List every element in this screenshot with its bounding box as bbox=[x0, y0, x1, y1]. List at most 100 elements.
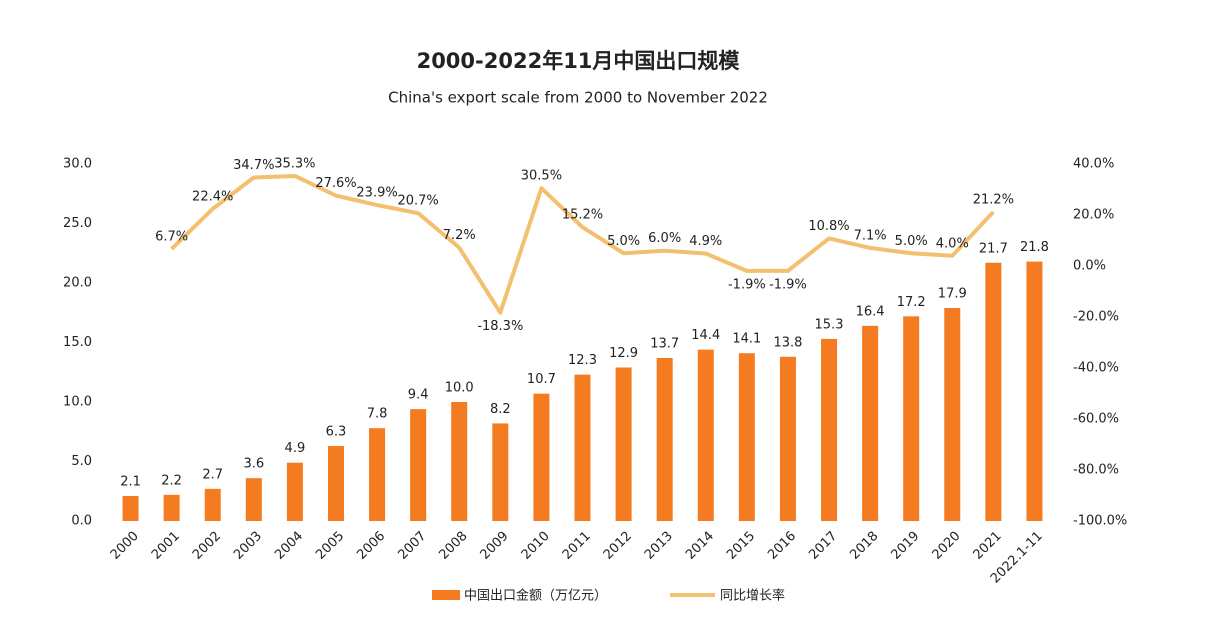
y2-tick-label: 0.0% bbox=[1073, 259, 1106, 274]
line-value-label: 35.3% bbox=[274, 156, 315, 171]
chart-subtitle: China's export scale from 2000 to Novemb… bbox=[388, 89, 768, 107]
bar bbox=[204, 488, 221, 521]
line-value-label: -1.9% bbox=[769, 277, 807, 292]
bar bbox=[286, 462, 303, 521]
line-value-label: 10.8% bbox=[808, 219, 849, 234]
y2-tick-label: -40.0% bbox=[1073, 361, 1119, 376]
bar-value-label: 6.3 bbox=[326, 425, 347, 440]
bar-value-label: 12.9 bbox=[609, 346, 638, 361]
bar-value-label: 8.2 bbox=[490, 402, 511, 417]
line-value-label: 6.0% bbox=[648, 231, 681, 246]
bar-value-label: 15.3 bbox=[815, 317, 844, 332]
legend-swatch bbox=[432, 590, 460, 600]
y2-tick-label: 40.0% bbox=[1073, 157, 1114, 172]
x-tick-label: 2019 bbox=[888, 529, 922, 563]
x-tick-label: 2003 bbox=[231, 529, 265, 563]
bar bbox=[369, 428, 386, 521]
bar bbox=[574, 374, 591, 521]
y2-tick-label: -100.0% bbox=[1073, 514, 1127, 529]
bar-value-label: 14.4 bbox=[691, 328, 720, 343]
line-value-label: 21.2% bbox=[973, 192, 1014, 207]
bar bbox=[533, 393, 550, 521]
legend-label: 中国出口金额（万亿元） bbox=[464, 588, 607, 604]
x-tick-label: 2014 bbox=[683, 529, 717, 563]
bar-value-label: 13.8 bbox=[773, 335, 802, 350]
line-value-label: 27.6% bbox=[315, 176, 356, 191]
bar-value-label: 17.2 bbox=[897, 295, 926, 310]
bar bbox=[862, 325, 879, 521]
x-tick-label: 2009 bbox=[478, 529, 512, 563]
bar bbox=[1026, 261, 1043, 521]
line-value-label: 6.7% bbox=[155, 229, 188, 244]
x-tick-label: 2007 bbox=[395, 529, 429, 563]
bar-value-label: 2.1 bbox=[120, 475, 141, 490]
x-tick-label: 2016 bbox=[765, 529, 799, 563]
x-tick-label: 2008 bbox=[437, 529, 471, 563]
bar-value-label: 3.6 bbox=[243, 457, 264, 472]
x-tick-label: 2012 bbox=[601, 529, 635, 563]
bar-value-label: 14.1 bbox=[732, 332, 761, 347]
bar-value-label: 21.7 bbox=[979, 241, 1008, 256]
x-tick-label: 2004 bbox=[272, 529, 306, 563]
line-value-label: -1.9% bbox=[728, 277, 766, 292]
y2-tick-label: -60.0% bbox=[1073, 412, 1119, 427]
x-tick-label: 2021 bbox=[971, 529, 1005, 563]
line-value-label: 4.9% bbox=[689, 234, 722, 249]
y-tick-label: 15.0 bbox=[63, 335, 92, 350]
line-value-label: 22.4% bbox=[192, 189, 233, 204]
bar-value-label: 10.0 bbox=[445, 381, 474, 396]
bar-value-label: 13.7 bbox=[650, 336, 679, 351]
bar bbox=[410, 409, 427, 521]
y2-tick-label: 20.0% bbox=[1073, 208, 1114, 223]
x-tick-label: 2001 bbox=[149, 529, 183, 563]
bar-value-label: 10.7 bbox=[527, 372, 556, 387]
line-value-label: -18.3% bbox=[477, 319, 523, 334]
y-tick-label: 10.0 bbox=[63, 395, 92, 410]
bar bbox=[122, 496, 139, 521]
bar bbox=[944, 307, 961, 521]
y-tick-label: 20.0 bbox=[63, 276, 92, 291]
bar bbox=[903, 316, 920, 521]
bar-value-label: 16.4 bbox=[856, 304, 885, 319]
x-tick-label: 2015 bbox=[724, 529, 758, 563]
y-tick-label: 25.0 bbox=[63, 216, 92, 231]
bar bbox=[738, 353, 755, 521]
bar bbox=[451, 402, 468, 521]
line-value-label: 7.2% bbox=[443, 228, 476, 243]
bar bbox=[985, 262, 1002, 521]
bar bbox=[492, 423, 509, 521]
x-tick-label: 2018 bbox=[847, 529, 881, 563]
line-value-label: 15.2% bbox=[562, 208, 603, 223]
bar bbox=[327, 446, 344, 521]
bar bbox=[615, 367, 632, 521]
line-value-label: 4.0% bbox=[936, 236, 969, 251]
bar-value-label: 4.9 bbox=[285, 441, 306, 456]
x-tick-label: 2010 bbox=[519, 529, 553, 563]
bar-value-label: 12.3 bbox=[568, 353, 597, 368]
x-tick-label: 2011 bbox=[560, 529, 594, 563]
bar bbox=[779, 356, 796, 521]
bar bbox=[821, 338, 838, 521]
x-tick-label: 2005 bbox=[313, 529, 347, 563]
line-value-label: 34.7% bbox=[233, 158, 274, 173]
x-tick-label: 2000 bbox=[108, 529, 142, 563]
line-value-label: 7.1% bbox=[854, 228, 887, 243]
bar bbox=[656, 357, 673, 521]
bar bbox=[163, 494, 180, 521]
line-value-label: 23.9% bbox=[356, 186, 397, 201]
chart-title: 2000-2022年11月中国出口规模 bbox=[417, 49, 741, 73]
line-value-label: 30.5% bbox=[521, 169, 562, 184]
x-tick-label: 2017 bbox=[806, 529, 840, 563]
bar bbox=[245, 478, 262, 521]
bar-value-label: 17.9 bbox=[938, 286, 967, 301]
y-tick-label: 0.0 bbox=[71, 514, 92, 529]
x-tick-label: 2002 bbox=[190, 529, 224, 563]
bar-value-label: 2.2 bbox=[161, 473, 182, 488]
legend-label: 同比增长率 bbox=[720, 588, 785, 604]
y-tick-label: 5.0 bbox=[71, 454, 92, 469]
line-value-label: 20.7% bbox=[397, 194, 438, 209]
y2-tick-label: -20.0% bbox=[1073, 310, 1119, 325]
line bbox=[170, 173, 995, 315]
bar-value-label: 7.8 bbox=[367, 407, 388, 422]
